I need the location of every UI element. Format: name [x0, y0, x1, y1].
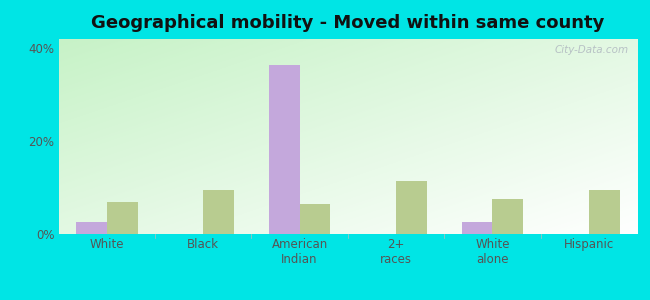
- Text: City-Data.com: City-Data.com: [554, 45, 629, 55]
- Bar: [589, 190, 619, 234]
- Bar: [203, 190, 234, 234]
- Legend: Sedgwick, KS, Kansas: Sedgwick, KS, Kansas: [233, 299, 462, 300]
- Bar: [300, 204, 330, 234]
- Bar: [268, 64, 300, 234]
- Bar: [396, 181, 427, 234]
- Bar: [462, 222, 492, 234]
- Title: Geographical mobility - Moved within same county: Geographical mobility - Moved within sam…: [91, 14, 604, 32]
- Bar: [493, 199, 523, 234]
- Bar: [76, 222, 107, 234]
- Bar: [107, 202, 138, 234]
